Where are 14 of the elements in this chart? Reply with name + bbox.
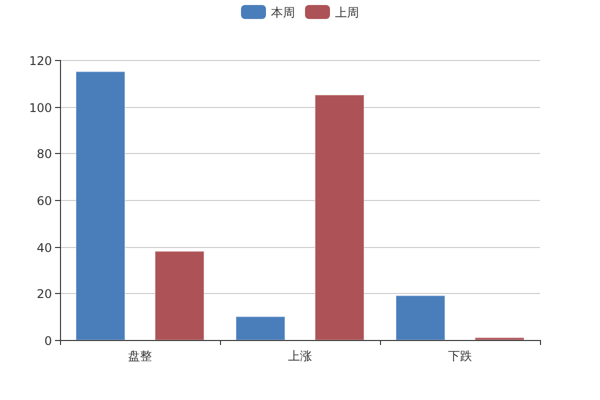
legend-item: 上周 xyxy=(305,5,359,20)
ytick: 60 xyxy=(36,194,52,208)
legend-item: 本周 xyxy=(241,5,295,20)
ytick: 100 xyxy=(29,101,52,115)
xtick: 盘整 xyxy=(128,349,152,363)
ytick: 0 xyxy=(44,334,52,348)
legend-label: 本周 xyxy=(271,6,295,20)
xtick: 上涨 xyxy=(288,349,312,363)
ytick: 120 xyxy=(29,54,52,68)
legend-label: 上周 xyxy=(335,6,359,20)
xtick: 下跌 xyxy=(448,349,472,363)
ytick: 20 xyxy=(36,287,52,301)
ytick: 80 xyxy=(36,147,52,161)
ytick: 40 xyxy=(36,241,52,255)
